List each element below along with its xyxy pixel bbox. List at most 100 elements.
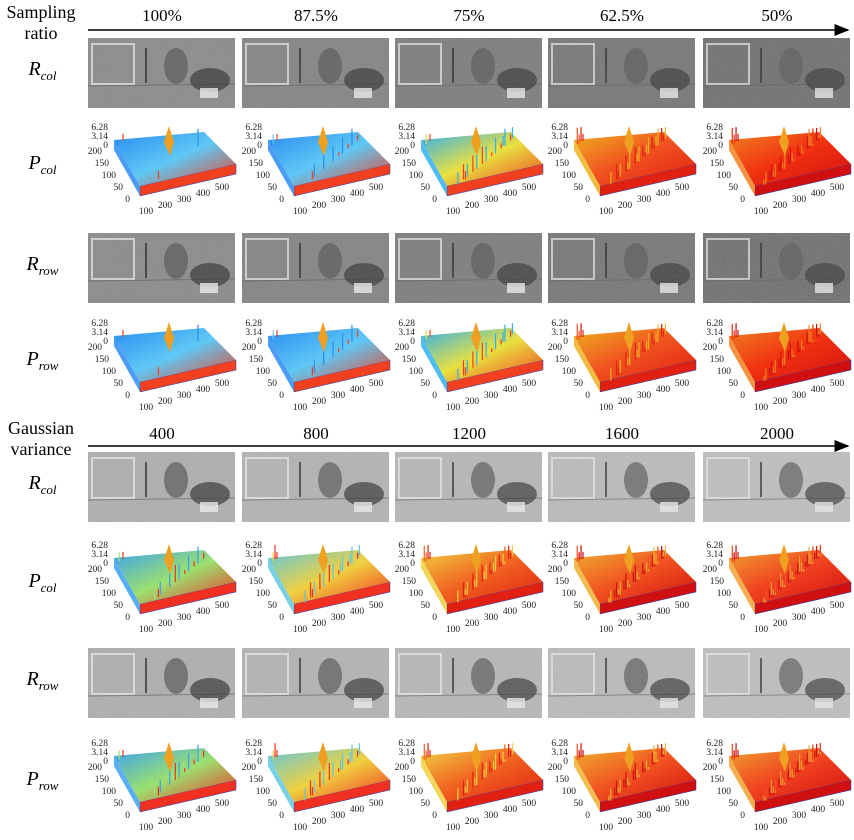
x-tick-label: 400 bbox=[196, 189, 211, 199]
y-tick-label: 0 bbox=[740, 195, 745, 205]
x-tick-label: 100 bbox=[446, 207, 461, 217]
noise bbox=[395, 233, 542, 303]
column-header: 75% bbox=[394, 6, 544, 26]
image-thumbnail bbox=[88, 648, 235, 718]
x-tick-label: 500 bbox=[830, 799, 845, 809]
section-title: Gaussian variance bbox=[0, 418, 82, 460]
z-tick-label: 0 bbox=[257, 757, 262, 767]
y-tick-label: 150 bbox=[249, 775, 264, 785]
z-tick-label: 0 bbox=[103, 141, 108, 151]
x-tick-label: 500 bbox=[369, 601, 384, 611]
z-tick-label: 0 bbox=[563, 141, 568, 151]
x-tick-label: 100 bbox=[446, 823, 461, 833]
z-tick-label: 0 bbox=[563, 337, 568, 347]
image-thumbnail bbox=[395, 233, 542, 303]
x-tick-label: 300 bbox=[484, 391, 499, 401]
y-tick-label: 0 bbox=[432, 195, 437, 205]
surface-plot: 6.283.140200150100500100200300400500 bbox=[88, 123, 236, 217]
y-tick-label: 50 bbox=[114, 601, 124, 611]
x-tick-label: 400 bbox=[811, 607, 826, 617]
y-tick-label: 150 bbox=[249, 577, 264, 587]
noise bbox=[703, 648, 850, 718]
column-header: 1600 bbox=[547, 424, 697, 444]
y-tick-label: 150 bbox=[402, 577, 417, 587]
surface-plot: 6.283.140200150100500100200300400500 bbox=[88, 319, 236, 413]
y-tick-label: 200 bbox=[242, 343, 257, 353]
x-tick-label: 200 bbox=[158, 619, 173, 629]
x-tick-label: 400 bbox=[656, 805, 671, 815]
row-symbol: R bbox=[27, 253, 39, 275]
x-tick-label: 400 bbox=[811, 805, 826, 815]
x-tick-label: 400 bbox=[196, 607, 211, 617]
image-thumbnail bbox=[548, 38, 695, 108]
z-tick-label: 0 bbox=[103, 757, 108, 767]
x-tick-label: 200 bbox=[465, 397, 480, 407]
y-tick-label: 200 bbox=[395, 565, 410, 575]
y-tick-label: 50 bbox=[268, 379, 278, 389]
z-tick-label: 0 bbox=[718, 559, 723, 569]
y-tick-label: 100 bbox=[256, 589, 271, 599]
column-header: 1200 bbox=[394, 424, 544, 444]
noise bbox=[242, 452, 389, 522]
y-tick-label: 50 bbox=[421, 601, 431, 611]
x-tick-label: 200 bbox=[773, 201, 788, 211]
x-tick-label: 100 bbox=[139, 207, 154, 217]
noise bbox=[395, 38, 542, 108]
image-thumbnail bbox=[548, 452, 695, 522]
y-tick-label: 200 bbox=[548, 147, 563, 157]
row-label: Rcol bbox=[0, 58, 85, 84]
row-subscript: row bbox=[39, 678, 59, 693]
row-subscript: col bbox=[41, 162, 57, 177]
surface-plot: 6.283.140200150100500100200300400500 bbox=[703, 123, 851, 217]
row-label: Rrow bbox=[0, 253, 85, 279]
x-tick-label: 500 bbox=[675, 799, 690, 809]
y-tick-label: 50 bbox=[421, 183, 431, 193]
x-tick-label: 100 bbox=[293, 823, 308, 833]
x-tick-label: 100 bbox=[754, 625, 769, 635]
figure: 6.283.1402001501005001002003004005006.28… bbox=[0, 0, 854, 840]
image-thumbnail bbox=[88, 452, 235, 522]
image-thumbnail bbox=[242, 452, 389, 522]
x-tick-label: 100 bbox=[139, 823, 154, 833]
column-header: 87.5% bbox=[241, 6, 391, 26]
row-label: Pcol bbox=[0, 570, 85, 596]
row-subscript: row bbox=[39, 263, 59, 278]
row-label: Rcol bbox=[0, 472, 85, 498]
column-header: 400 bbox=[87, 424, 237, 444]
noise bbox=[548, 648, 695, 718]
x-tick-label: 300 bbox=[177, 811, 192, 821]
y-tick-label: 150 bbox=[249, 355, 264, 365]
x-tick-label: 100 bbox=[599, 823, 614, 833]
y-tick-label: 100 bbox=[102, 367, 117, 377]
x-tick-label: 200 bbox=[773, 619, 788, 629]
z-tick-label: 0 bbox=[718, 337, 723, 347]
noise bbox=[242, 648, 389, 718]
z-tick-label: 0 bbox=[563, 757, 568, 767]
x-tick-label: 500 bbox=[522, 183, 537, 193]
image-thumbnail bbox=[242, 233, 389, 303]
image-thumbnail bbox=[703, 648, 850, 718]
y-tick-label: 100 bbox=[562, 787, 577, 797]
x-tick-label: 500 bbox=[675, 601, 690, 611]
x-tick-label: 500 bbox=[830, 379, 845, 389]
x-tick-label: 200 bbox=[618, 201, 633, 211]
x-tick-label: 200 bbox=[465, 817, 480, 827]
y-tick-label: 100 bbox=[102, 171, 117, 181]
y-tick-label: 200 bbox=[242, 565, 257, 575]
y-tick-label: 100 bbox=[409, 171, 424, 181]
y-tick-label: 50 bbox=[268, 601, 278, 611]
x-tick-label: 100 bbox=[754, 403, 769, 413]
y-tick-label: 200 bbox=[703, 343, 718, 353]
y-tick-label: 150 bbox=[402, 159, 417, 169]
z-tick-label: 0 bbox=[718, 141, 723, 151]
x-tick-label: 300 bbox=[484, 613, 499, 623]
z-tick-label: 0 bbox=[410, 757, 415, 767]
x-tick-label: 300 bbox=[637, 391, 652, 401]
figure-graphics: 6.283.1402001501005001002003004005006.28… bbox=[0, 0, 854, 840]
y-tick-label: 0 bbox=[740, 391, 745, 401]
x-tick-label: 200 bbox=[618, 397, 633, 407]
x-tick-label: 400 bbox=[656, 189, 671, 199]
y-tick-label: 50 bbox=[114, 799, 124, 809]
z-tick-label: 0 bbox=[410, 141, 415, 151]
